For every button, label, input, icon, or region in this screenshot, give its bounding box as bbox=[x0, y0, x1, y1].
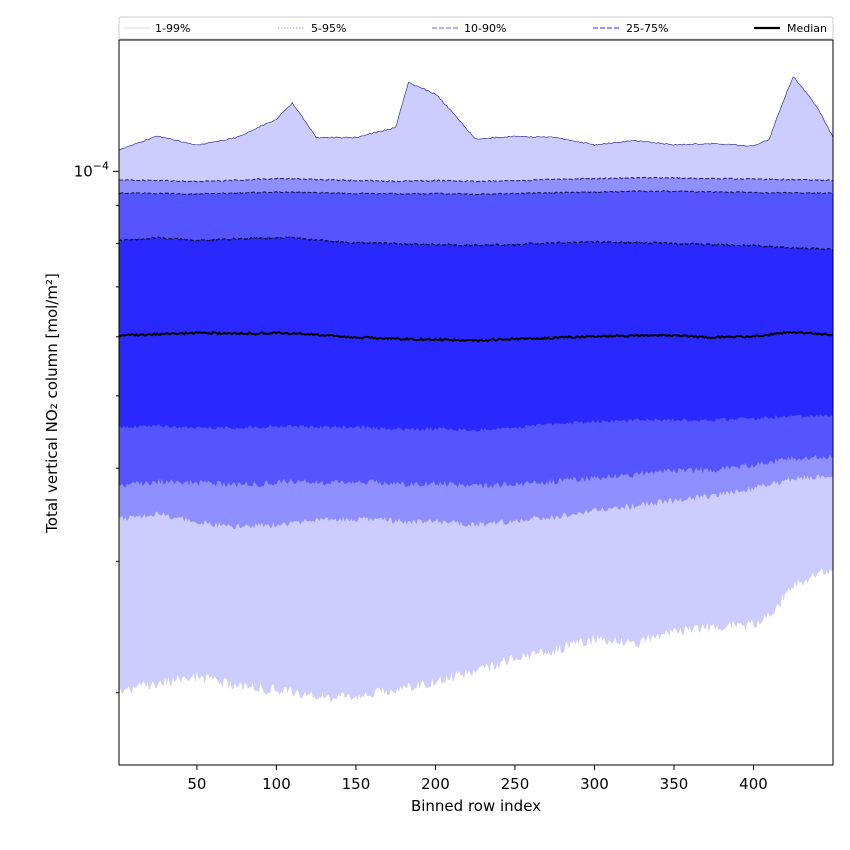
legend-label: 10-90% bbox=[464, 22, 506, 35]
legend: 1-99% 5-95% 10-90% 25-75% Median bbox=[118, 16, 834, 40]
x-tick-label: 200 bbox=[421, 775, 450, 793]
line-10-90-upper bbox=[119, 190, 833, 196]
y-axis: 10−4 bbox=[74, 159, 119, 694]
legend-label: 25-75% bbox=[626, 22, 668, 35]
bands-layer bbox=[119, 76, 833, 703]
band-25-75 bbox=[119, 236, 833, 432]
legend-label: 1-99% bbox=[155, 22, 190, 35]
x-axis-title: Binned row index bbox=[411, 797, 541, 815]
line-25-75-upper bbox=[119, 236, 833, 252]
y-axis-title: Total vertical NO₂ column [mol/m²] bbox=[43, 273, 61, 534]
line-5-95-upper bbox=[119, 176, 833, 183]
x-tick-label: 50 bbox=[187, 775, 206, 793]
x-tick-label: 100 bbox=[262, 775, 291, 793]
plot-frame bbox=[118, 39, 834, 766]
x-tick-label: 250 bbox=[501, 775, 530, 793]
line-median bbox=[119, 330, 833, 343]
x-tick-label: 300 bbox=[580, 775, 609, 793]
x-tick-label: 350 bbox=[660, 775, 689, 793]
x-axis: 50 100 150 200 250 300 350 400 bbox=[187, 765, 768, 793]
x-tick-label: 150 bbox=[342, 775, 371, 793]
x-tick-label: 400 bbox=[739, 775, 768, 793]
plot-area bbox=[118, 39, 834, 766]
legend-box bbox=[118, 16, 834, 40]
y-tick-label: 10−4 bbox=[74, 159, 109, 180]
legend-label: 5-95% bbox=[311, 22, 346, 35]
line-1-99-upper bbox=[119, 76, 833, 150]
legend-label: Median bbox=[787, 22, 827, 35]
